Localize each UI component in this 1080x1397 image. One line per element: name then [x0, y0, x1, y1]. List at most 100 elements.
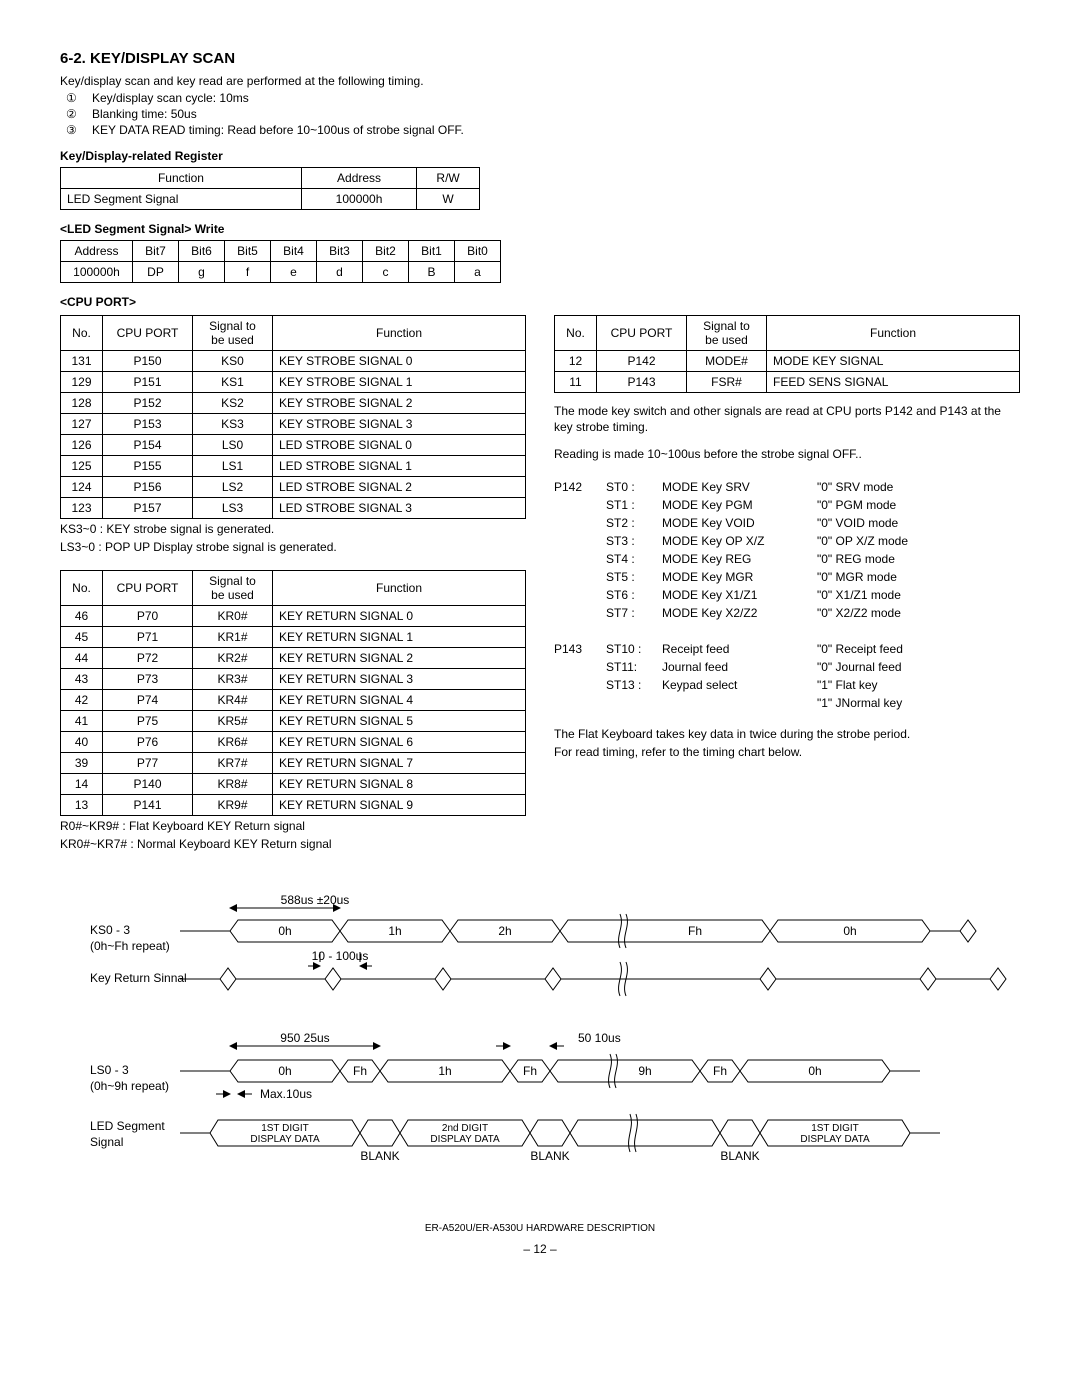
sig-val: "0" OP X/Z mode [817, 534, 1020, 548]
intro-text: Key/display scan and key read are perfor… [60, 73, 1020, 89]
note: The mode key switch and other signals ar… [554, 403, 1020, 435]
td: LS1 [193, 456, 273, 477]
svg-text:50 10us: 50 10us [578, 1031, 621, 1045]
td: P156 [103, 477, 193, 498]
td: W [417, 189, 480, 210]
numbered-list: ①Key/display scan cycle: 10ms ②Blanking … [60, 91, 1020, 137]
svg-text:9h: 9h [638, 1064, 651, 1078]
td: KR7# [193, 752, 273, 773]
th: No. [61, 570, 103, 605]
td: LED STROBE SIGNAL 2 [273, 477, 526, 498]
td: 12 [555, 351, 597, 372]
td: KS3 [193, 414, 273, 435]
th: No. [555, 316, 597, 351]
svg-text:BLANK: BLANK [360, 1149, 399, 1163]
td: P153 [103, 414, 193, 435]
cpu-table-1: No.CPU PORTSignal tobe usedFunction131P1… [60, 315, 526, 519]
sig-st: ST5 : [606, 570, 652, 584]
td: KEY RETURN SIGNAL 0 [273, 605, 526, 626]
td: P150 [103, 351, 193, 372]
svg-text:Signal: Signal [90, 1135, 123, 1149]
td: P71 [103, 626, 193, 647]
sig-name [662, 696, 807, 710]
td: KEY RETURN SIGNAL 8 [273, 773, 526, 794]
th: Address [301, 168, 416, 189]
p142-list: P142ST0 :MODE Key SRV"0" SRV modeST1 :MO… [554, 480, 1020, 620]
td: 131 [61, 351, 103, 372]
td: KEY STROBE SIGNAL 3 [273, 414, 526, 435]
td: KEY RETURN SIGNAL 6 [273, 731, 526, 752]
sig-val: "0" Journal feed [817, 660, 1020, 674]
sig-val: "1" Flat key [817, 678, 1020, 692]
sig-name: MODE Key VOID [662, 516, 807, 530]
cpu-table-3: No.CPU PORTSignal tobe usedFunction12P14… [554, 315, 1020, 393]
td: LED STROBE SIGNAL 0 [273, 435, 526, 456]
list-text: Blanking time: 50us [92, 107, 197, 121]
svg-text:(0h~9h repeat): (0h~9h repeat) [90, 1079, 169, 1093]
led-title: <LED Segment Signal> Write [60, 222, 1020, 236]
register-table: Function Address R/W LED Segment Signal … [60, 167, 480, 210]
sig-name: MODE Key MGR [662, 570, 807, 584]
svg-text:0h: 0h [278, 1064, 291, 1078]
sig-val: "0" PGM mode [817, 498, 1020, 512]
sig-port [554, 696, 596, 710]
td: KR1# [193, 626, 273, 647]
sig-name: MODE Key SRV [662, 480, 807, 494]
cpu-port-title: <CPU PORT> [60, 295, 1020, 309]
td: 11 [555, 372, 597, 393]
cpu-table-2: No.CPU PORTSignal tobe usedFunction46P70… [60, 570, 526, 816]
th: Address [61, 241, 133, 262]
td: d [317, 262, 363, 283]
svg-text:BLANK: BLANK [720, 1149, 759, 1163]
sig-st: ST6 : [606, 588, 652, 602]
sig-st [606, 696, 652, 710]
td: KEY STROBE SIGNAL 0 [273, 351, 526, 372]
th: No. [61, 316, 103, 351]
td: P70 [103, 605, 193, 626]
th: Bit2 [363, 241, 409, 262]
td: LED STROBE SIGNAL 3 [273, 498, 526, 519]
td: KR5# [193, 710, 273, 731]
td: P142 [597, 351, 687, 372]
th: Bit1 [409, 241, 455, 262]
td: 41 [61, 710, 103, 731]
td: P140 [103, 773, 193, 794]
svg-text:Fh: Fh [713, 1064, 727, 1078]
sig-val: "0" X1/Z1 mode [817, 588, 1020, 602]
page-number: – 12 – [60, 1242, 1020, 1256]
svg-text:0h: 0h [808, 1064, 821, 1078]
th: Bit7 [133, 241, 179, 262]
td: 13 [61, 794, 103, 815]
th: Function [767, 316, 1020, 351]
sig-port: P142 [554, 480, 596, 494]
p143-list: P143ST10 :Receipt feed"0" Receipt feedST… [554, 642, 1020, 710]
th: Bit6 [179, 241, 225, 262]
td: KEY RETURN SIGNAL 3 [273, 668, 526, 689]
sig-val: "1" JNormal key [817, 696, 1020, 710]
sig-st: ST11: [606, 660, 652, 674]
td: KR0# [193, 605, 273, 626]
td: 127 [61, 414, 103, 435]
td: LED Segment Signal [61, 189, 302, 210]
list-number: ① [66, 91, 82, 105]
th: Function [273, 316, 526, 351]
svg-text:(0h~Fh repeat): (0h~Fh repeat) [90, 939, 170, 953]
sig-name: MODE Key PGM [662, 498, 807, 512]
note: For read timing, refer to the timing cha… [554, 744, 1020, 760]
th: R/W [417, 168, 480, 189]
td: LS0 [193, 435, 273, 456]
td: e [271, 262, 317, 283]
td: 124 [61, 477, 103, 498]
td: P141 [103, 794, 193, 815]
sig-port [554, 552, 596, 566]
note: LS3~0 : POP UP Display strobe signal is … [60, 539, 526, 555]
list-text: KEY DATA READ timing: Read before 10~100… [92, 123, 464, 137]
note: R0#~KR9# : Flat Keyboard KEY Return sign… [60, 818, 526, 834]
td: KR8# [193, 773, 273, 794]
td: LED STROBE SIGNAL 1 [273, 456, 526, 477]
th: Signal tobe used [687, 316, 767, 351]
note: KS3~0 : KEY strobe signal is generated. [60, 521, 526, 537]
td: P74 [103, 689, 193, 710]
sig-port [554, 534, 596, 548]
sig-val: "0" MGR mode [817, 570, 1020, 584]
